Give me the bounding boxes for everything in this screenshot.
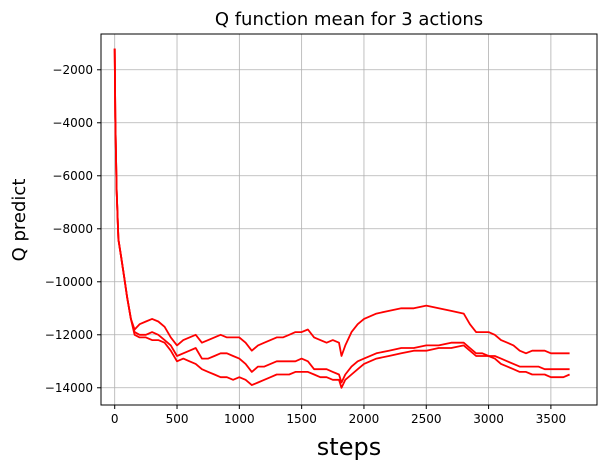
y-tick-label: −2000 [52,63,93,77]
x-tick-label: 2500 [411,412,442,426]
y-tick-label: −14000 [45,381,93,395]
y-tick-label: −12000 [45,328,93,342]
y-tick-label: −4000 [52,116,93,130]
y-tick-label: −8000 [52,222,93,236]
series-line-1 [113,48,570,357]
plot-frame [100,33,598,406]
x-tick-label: 3000 [473,412,504,426]
x-tick-label: 3500 [536,412,567,426]
grid [101,34,597,405]
y-tick-label: −10000 [45,275,93,289]
chart-title: Q function mean for 3 actions [215,9,483,30]
axis-ticks: 0 500 1000 1500 2000 2500 3000 3500 −2000 −4000 −6… [45,63,566,426]
x-tick-label: 0 [111,412,119,426]
series-group [113,48,570,389]
x-tick-label: 1000 [224,412,255,426]
y-tick-label: −6000 [52,169,93,183]
y-axis-label: Q predict [9,179,30,262]
x-tick-label: 1500 [286,412,317,426]
x-tick-label: 2000 [349,412,380,426]
series-line-2 [113,48,570,384]
x-tick-label: 500 [166,412,189,426]
x-axis-label: steps [317,433,381,461]
series-line-3 [113,48,570,389]
